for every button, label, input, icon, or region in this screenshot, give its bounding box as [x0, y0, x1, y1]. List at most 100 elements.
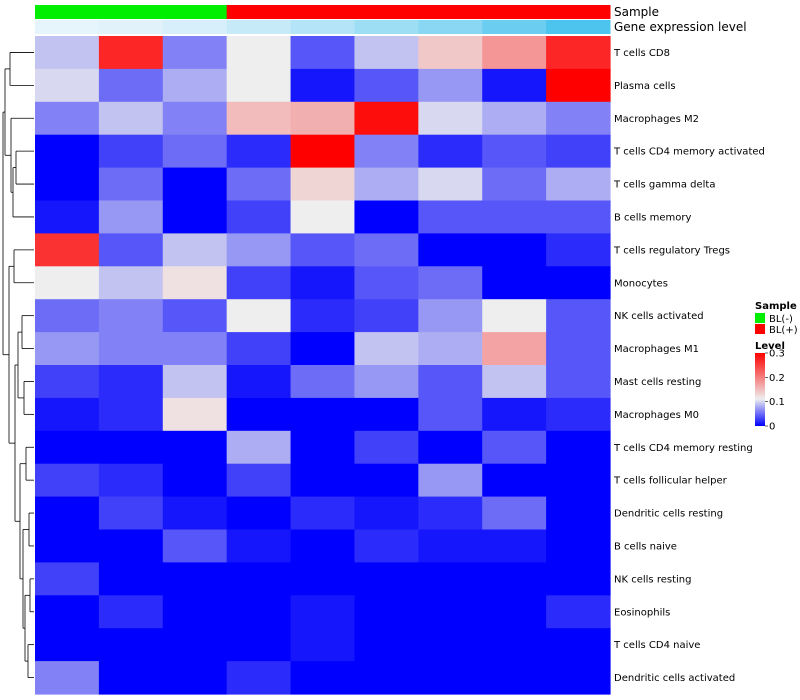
heatmap-cell	[546, 299, 611, 333]
heatmap-cell	[354, 134, 419, 169]
heatmap-cell	[290, 200, 356, 234]
heatmap-cell	[546, 68, 611, 103]
heatmap-cell	[482, 167, 547, 202]
heatmap-cell	[354, 68, 419, 103]
expression-annotation-cell	[354, 20, 419, 34]
sample-annotation-cell	[546, 5, 611, 19]
heatmap-cell	[418, 496, 483, 531]
heatmap-cell	[354, 101, 419, 136]
heatmap-cell	[290, 562, 356, 596]
heatmap-cell	[162, 101, 228, 136]
heatmap-cell	[162, 233, 228, 267]
heatmap-cell	[98, 167, 164, 202]
heatmap-cell	[290, 266, 356, 300]
heatmap-cell	[418, 397, 483, 432]
heatmap-cell	[98, 595, 164, 629]
heatmap-cell	[162, 266, 228, 300]
heatmap-cell	[354, 529, 419, 563]
heatmap-cell	[98, 36, 164, 70]
heatmap-cell	[98, 628, 164, 662]
heatmap-cell	[418, 200, 483, 234]
sample-annotation-cell	[290, 5, 355, 19]
heatmap-cell	[354, 36, 419, 70]
level-tick-label: 0.3	[769, 349, 785, 360]
column-annotations	[35, 5, 611, 34]
heatmap-cell	[226, 562, 292, 596]
heatmap-cell	[226, 529, 292, 563]
expression-annotation-cell	[418, 20, 483, 34]
heatmap-cell	[35, 595, 100, 629]
heatmap-cell	[162, 595, 228, 629]
heatmap-cell	[418, 529, 483, 563]
heatmap-cell	[354, 595, 419, 629]
sample-annotation-cell	[418, 5, 483, 19]
heatmap-cell	[35, 628, 100, 662]
row-label: T cells gamma delta	[613, 180, 715, 191]
row-label: T cells CD4 memory resting	[613, 443, 753, 454]
legend-swatch-bl-pos	[755, 324, 765, 334]
heatmap-cell	[290, 496, 356, 531]
heatmap-cell	[482, 628, 547, 662]
sample-legend-title: Sample	[755, 301, 797, 312]
heatmap-cell	[546, 430, 611, 465]
heatmap-cell	[418, 134, 483, 169]
heatmap-cell	[482, 36, 547, 70]
expression-annotation-cell	[35, 20, 100, 34]
heatmap-cell	[35, 397, 100, 432]
expression-annotation-cell	[226, 20, 292, 34]
heatmap-cell	[98, 200, 164, 234]
heatmap-cell	[35, 332, 100, 366]
expression-annotation-cell	[98, 20, 164, 34]
heatmap-cell	[290, 299, 356, 333]
heatmap-cell	[354, 233, 419, 267]
heatmap-cell	[418, 68, 483, 103]
heatmap-cell	[546, 529, 611, 563]
heatmap-cell	[290, 463, 356, 498]
heatmap-cell	[418, 36, 483, 70]
heatmap-cell	[162, 36, 228, 70]
heatmap-cell	[162, 365, 228, 399]
heatmap-cell	[482, 463, 547, 498]
row-label: Macrophages M1	[614, 344, 699, 355]
heatmap-cell	[482, 365, 547, 399]
row-label: Monocytes	[614, 278, 668, 289]
heatmap-cell	[482, 101, 547, 136]
heatmap-cell	[546, 397, 611, 432]
heatmap-cell	[226, 332, 292, 366]
heatmap-cell	[226, 463, 292, 498]
heatmap-cell	[546, 266, 611, 300]
heatmap-cell	[290, 595, 356, 629]
heatmap-cell	[98, 529, 164, 563]
heatmap-cell	[98, 68, 164, 103]
heatmap-cell	[482, 529, 547, 563]
heatmap-cell	[226, 365, 292, 399]
heatmap-cell	[546, 134, 611, 169]
heatmap-cell	[354, 266, 419, 300]
legend-label-bl-neg: BL(-)	[769, 314, 793, 325]
heatmap-cell	[98, 101, 164, 136]
heatmap-cell	[546, 101, 611, 136]
heatmap-cell	[98, 463, 164, 498]
legend: Sample BL(-) BL(+) Level 0.3 0.2 0.1 0	[755, 301, 798, 433]
heatmap-cell	[35, 134, 100, 169]
sample-annotation-cell	[354, 5, 419, 19]
heatmap-cell	[354, 200, 419, 234]
sample-annotation-cell	[98, 5, 164, 19]
heatmap-cell	[290, 661, 356, 695]
heatmap-cell	[546, 595, 611, 629]
heatmap-cell	[226, 299, 292, 333]
heatmap-cell	[226, 397, 292, 432]
heatmap-cell	[162, 397, 228, 432]
heatmap-cell	[226, 661, 292, 695]
heatmap-cell	[482, 562, 547, 596]
heatmap-cell	[418, 595, 483, 629]
row-label: NK cells activated	[614, 311, 704, 322]
heatmap-cell	[35, 463, 100, 498]
heatmap-cell	[162, 661, 228, 695]
heatmap-cells	[35, 36, 611, 695]
heatmap-cell	[290, 365, 356, 399]
heatmap-cell	[35, 266, 100, 300]
heatmap-cell	[546, 365, 611, 399]
heatmap-cell	[162, 628, 228, 662]
heatmap-cell	[354, 562, 419, 596]
